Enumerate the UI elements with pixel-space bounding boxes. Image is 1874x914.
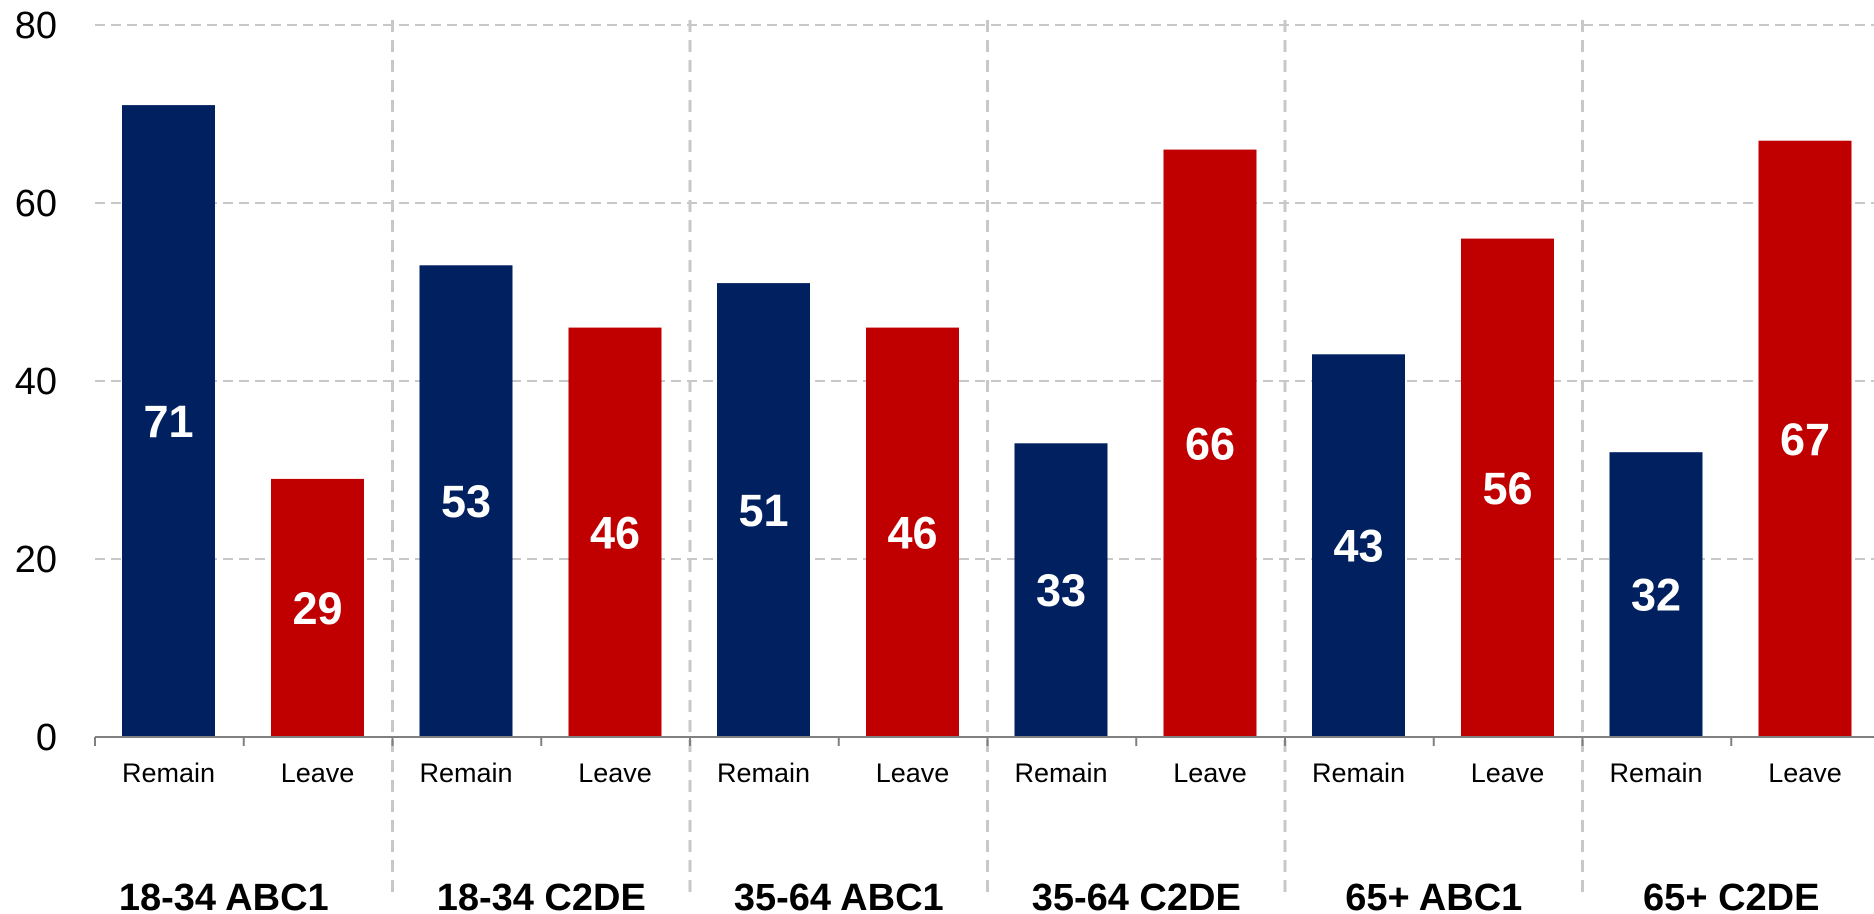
bar-remain [1014, 443, 1108, 737]
bar-value-label: 67 [1780, 414, 1830, 465]
bar-value-label: 46 [590, 507, 640, 558]
category-label: Remain [1312, 758, 1405, 788]
category-label: Leave [281, 758, 355, 788]
group-label: 65+ C2DE [1643, 877, 1819, 914]
group-label: 35-64 C2DE [1032, 877, 1241, 914]
labels: 0 20 40 60 80 71 Remain 29 Leave 18-34 ABC1 53 Rema… [15, 5, 1842, 914]
bar-leave [1461, 238, 1554, 737]
category-label: Leave [1471, 758, 1545, 788]
category-label: Leave [578, 758, 652, 788]
bar-leave [866, 327, 959, 737]
bar-value-label: 53 [441, 476, 491, 527]
bar-value-label: 29 [292, 583, 342, 634]
bar-value-label: 56 [1482, 463, 1532, 514]
category-label: Leave [1173, 758, 1247, 788]
bar-value-label: 46 [887, 507, 937, 558]
group-label: 65+ ABC1 [1345, 877, 1522, 914]
bar-leave [1758, 140, 1852, 737]
bars [122, 105, 1852, 738]
y-tick-label: 20 [15, 539, 57, 581]
bar-remain [717, 283, 810, 737]
y-tick-label: 0 [36, 717, 57, 759]
bar-value-label: 33 [1036, 565, 1086, 616]
category-label: Remain [419, 758, 512, 788]
bar-value-label: 66 [1185, 418, 1235, 469]
y-tick-label: 40 [15, 361, 57, 403]
category-label: Remain [122, 758, 215, 788]
category-label: Remain [717, 758, 810, 788]
y-tick-label: 60 [15, 183, 57, 225]
bar-remain [1609, 452, 1703, 737]
bar-value-label: 71 [143, 396, 193, 447]
bar-leave [568, 327, 662, 737]
axes [94, 736, 1874, 746]
category-label: Remain [1609, 758, 1702, 788]
bar-remain [419, 265, 513, 737]
bar-leave [271, 478, 364, 737]
category-label: Leave [1768, 758, 1842, 788]
category-label: Leave [876, 758, 950, 788]
y-tick-label: 80 [15, 5, 57, 47]
group-label: 18-34 ABC1 [119, 877, 329, 914]
bar-value-label: 32 [1631, 570, 1681, 621]
bar-value-label: 51 [738, 485, 788, 536]
gridlines [95, 20, 1874, 900]
group-label: 18-34 C2DE [437, 877, 646, 914]
category-label: Remain [1014, 758, 1107, 788]
group-label: 35-64 ABC1 [734, 877, 944, 914]
bar-value-label: 43 [1333, 521, 1383, 572]
bar-remain [1312, 354, 1405, 737]
bar-remain [122, 105, 215, 738]
bar-leave [1163, 149, 1257, 738]
